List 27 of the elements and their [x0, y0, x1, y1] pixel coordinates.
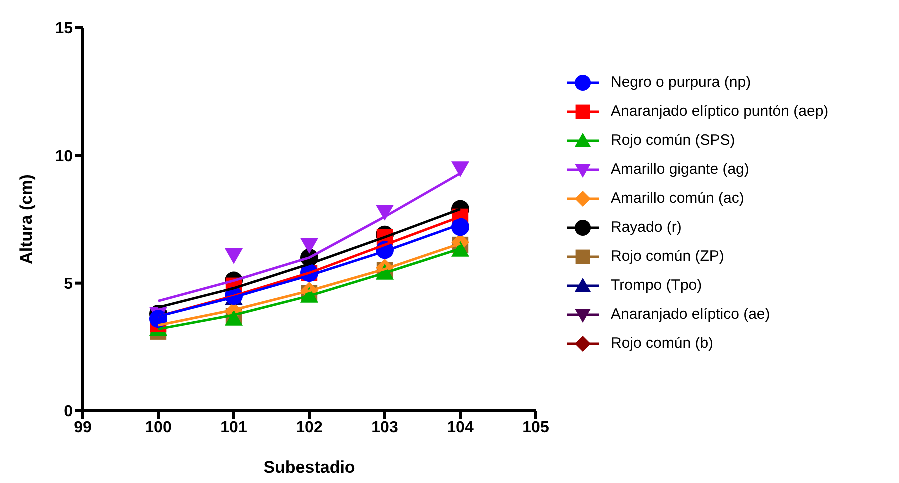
point: [452, 162, 470, 178]
x-tick-label: 101: [220, 419, 248, 436]
legend-label: Amarillo gigante (ag): [611, 161, 750, 178]
legend-label: Negro o purpura (np): [611, 74, 752, 91]
y-tick-label: 10: [55, 148, 74, 166]
y-axis-title: Altura (cm): [17, 174, 36, 264]
point: [225, 248, 243, 264]
x-tick-label: 105: [522, 419, 550, 436]
legend-label: Anaranjado elíptico puntón (aep): [611, 103, 829, 120]
legend-label: Amarillo común (ac): [611, 190, 744, 207]
x-tick-label: 99: [74, 419, 92, 436]
legend-label: Rayado (r): [611, 219, 682, 236]
legend-label: Rojo común (SPS): [611, 132, 736, 149]
x-tick-label: 102: [296, 419, 323, 436]
x-tick-label: 100: [145, 419, 172, 436]
x-tick-label: 103: [372, 419, 398, 436]
legend-label: Rojo común (b): [611, 335, 714, 352]
point: [300, 238, 318, 254]
x-axis-title: Subestadio: [264, 458, 356, 477]
legend-label: Trompo (Tpo): [611, 277, 702, 294]
point: [376, 205, 394, 221]
legend-label: Rojo común (ZP): [611, 248, 724, 265]
y-tick-label: 5: [64, 276, 74, 294]
x-tick-label: 104: [447, 419, 474, 436]
legend-label: Anaranjado elíptico (ae): [611, 306, 770, 323]
y-tick-label: 0: [64, 404, 74, 421]
y-tick-label: 15: [55, 20, 74, 38]
